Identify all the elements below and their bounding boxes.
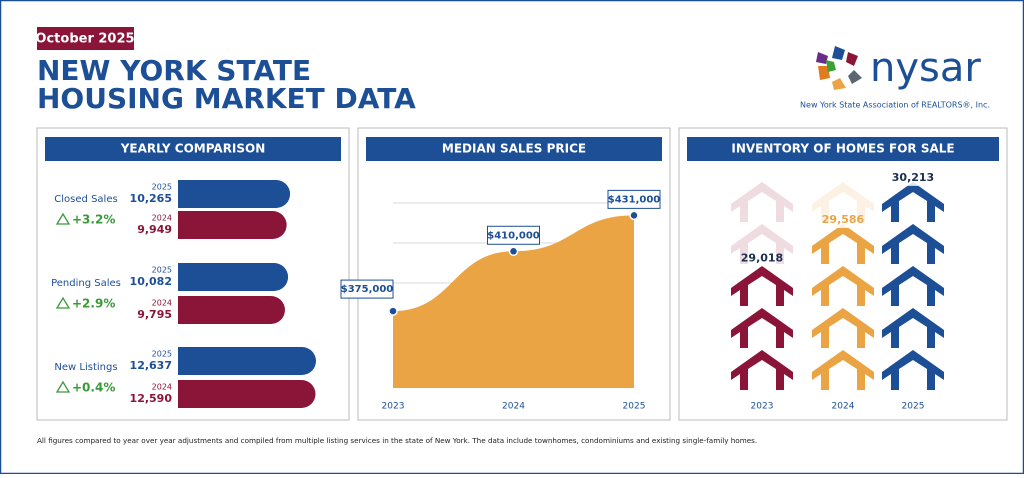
bar	[178, 296, 285, 324]
x-tick-label: 2023	[382, 402, 405, 412]
value-label: 12,590	[130, 392, 173, 405]
bar	[178, 347, 316, 375]
value-label: $431,000	[608, 194, 661, 205]
logo-mark	[816, 46, 862, 90]
panel-title-bar	[366, 137, 662, 161]
label-box	[607, 189, 661, 209]
change-icon	[55, 296, 71, 309]
value-label: 9,949	[137, 223, 172, 236]
value-label: 30,213	[892, 171, 934, 184]
footer-note: All figures compared to year over year a…	[37, 436, 757, 445]
panel-title-bar	[687, 137, 999, 161]
bar	[178, 211, 287, 239]
point	[629, 210, 639, 221]
title-line: NEW YORK STATE	[37, 54, 311, 87]
bar	[178, 180, 291, 208]
bar	[178, 380, 316, 408]
year-label: 2025	[152, 266, 172, 275]
label-box	[340, 279, 394, 299]
panel-title: MEDIAN SALES PRICE	[442, 142, 586, 156]
icon-stack	[812, 228, 874, 390]
change-icon	[55, 212, 71, 225]
badge-text: October 2025	[35, 32, 134, 47]
value-label: 10,082	[130, 275, 172, 288]
label-box	[487, 225, 540, 245]
category-label: New Listings	[54, 362, 117, 373]
bar	[178, 263, 289, 291]
x-tick-label: 2025	[902, 402, 925, 412]
value-label: 29,586	[822, 213, 865, 226]
badge	[37, 27, 134, 50]
title-line: HOUSING MARKET DATA	[37, 82, 416, 115]
change-label: +0.4%	[72, 381, 115, 395]
value-label: 10,265	[130, 192, 172, 205]
category-label: Pending Sales	[51, 278, 121, 289]
x-tick-label: 2025	[623, 402, 646, 412]
icon-stack	[731, 266, 793, 390]
value-label: 9,795	[137, 308, 172, 321]
year-label: 2024	[152, 299, 172, 308]
year-label: 2025	[152, 350, 172, 359]
category-label: Closed Sales	[54, 194, 117, 205]
year-label: 2024	[152, 214, 172, 223]
logo-name: nysar	[870, 45, 981, 91]
value-label: 12,637	[130, 359, 172, 372]
x-tick-label: 2024	[832, 402, 855, 412]
icon-stack	[882, 185, 944, 390]
x-tick-label: 2023	[751, 402, 774, 412]
value-label: 29,018	[741, 251, 783, 264]
logo-tagline: New York State Association of REALTORS®,…	[800, 101, 990, 110]
area	[393, 215, 634, 388]
point	[508, 246, 519, 257]
panel-title-bar	[45, 137, 341, 161]
value-label: $375,000	[341, 284, 394, 295]
point	[388, 306, 398, 316]
panel-title: INVENTORY OF HOMES FOR SALE	[731, 142, 954, 156]
x-tick-label: 2024	[502, 402, 525, 412]
panel-title: YEARLY COMPARISON	[120, 142, 266, 156]
year-label: 2024	[152, 383, 172, 392]
change-label: +2.9%	[72, 297, 115, 311]
value-label: $410,000	[487, 230, 540, 241]
change-icon	[55, 380, 71, 393]
change-label: +3.2%	[72, 213, 115, 227]
year-label: 2025	[152, 183, 172, 192]
